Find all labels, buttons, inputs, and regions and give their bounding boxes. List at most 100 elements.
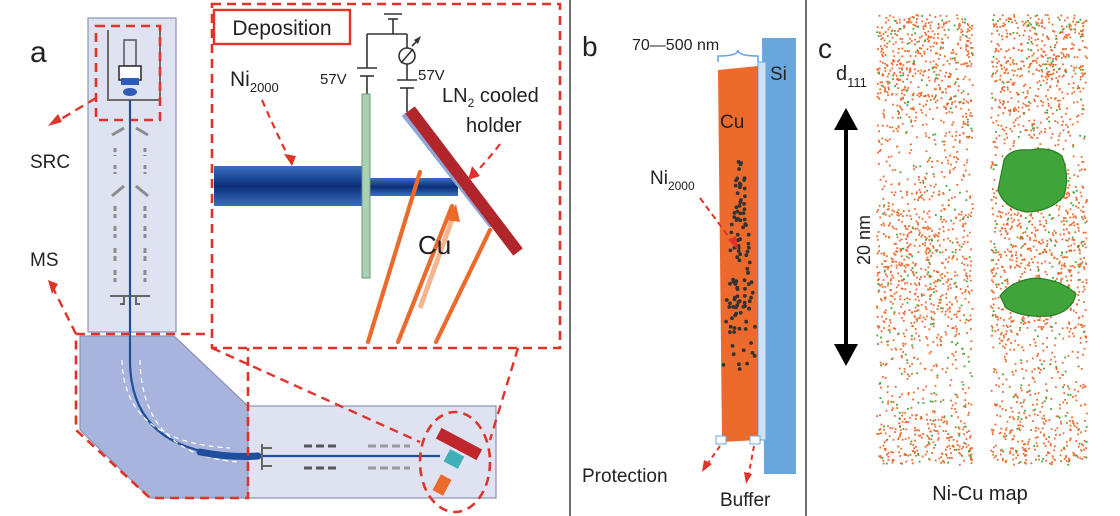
atom-point	[1010, 244, 1013, 246]
atom-point	[1019, 420, 1022, 423]
atom-point	[1070, 223, 1073, 226]
atom-point	[899, 62, 901, 65]
atom-point	[1085, 19, 1088, 22]
atom-point	[1006, 60, 1008, 63]
atom-point	[991, 431, 994, 433]
atom-point	[1063, 448, 1066, 450]
atom-point	[1044, 323, 1047, 326]
atom-point	[992, 23, 995, 26]
atom-point	[969, 114, 971, 117]
atom-point	[1019, 461, 1022, 463]
atom-point	[940, 209, 943, 212]
atom-point	[907, 264, 910, 267]
atom-point	[914, 298, 917, 301]
atom-point	[1025, 96, 1028, 98]
atom-point	[1072, 87, 1075, 89]
atom-point	[918, 95, 921, 98]
atom-point	[932, 37, 935, 39]
atom-point	[1039, 431, 1042, 434]
atom-point	[958, 244, 961, 247]
atom-point	[941, 273, 944, 275]
atom-point	[1079, 324, 1082, 326]
atom-point	[1035, 23, 1038, 26]
atom-point	[969, 65, 972, 68]
atom-point	[1082, 87, 1085, 90]
atom-point	[1018, 222, 1021, 225]
atom-point	[952, 51, 955, 54]
atom-point	[883, 252, 885, 254]
atom-point	[1020, 389, 1023, 392]
atom-point	[1020, 50, 1023, 52]
atom-point	[1073, 174, 1076, 176]
atom-point	[963, 426, 966, 428]
atom-point	[955, 343, 957, 346]
atom-point	[913, 293, 916, 296]
atom-point	[1080, 242, 1083, 245]
atom-point	[963, 459, 965, 462]
atom-point	[910, 40, 913, 42]
atom-point	[1053, 437, 1056, 440]
atom-point	[961, 126, 964, 128]
atom-point	[897, 125, 900, 128]
atom-point	[882, 222, 885, 225]
atom-point	[1054, 360, 1057, 363]
atom-point	[898, 28, 901, 30]
atom-point	[923, 51, 926, 53]
atom-point	[898, 451, 900, 454]
atom-point	[965, 274, 967, 277]
atom-point	[1032, 73, 1035, 76]
atom-point	[1020, 254, 1022, 257]
atom-point	[915, 192, 918, 195]
atom-point	[928, 95, 930, 98]
atom-point	[953, 83, 956, 85]
atom-point	[898, 214, 900, 217]
atom-point	[1077, 323, 1080, 326]
atom-point	[1016, 224, 1019, 227]
atom-point	[1017, 136, 1020, 138]
atom-point	[887, 385, 889, 388]
atom-point	[1054, 322, 1057, 324]
atom-point	[1075, 21, 1078, 24]
atom-point	[1085, 441, 1088, 443]
atom-point	[942, 399, 945, 401]
panel-c-label: c	[818, 33, 832, 64]
atom-point	[876, 334, 879, 337]
atom-point	[903, 269, 906, 272]
atom-point	[947, 159, 949, 162]
atom-point	[1038, 274, 1040, 277]
atom-point	[878, 97, 881, 100]
atom-point	[1066, 212, 1069, 215]
atom-point	[1009, 109, 1012, 111]
atom-point	[996, 30, 999, 32]
atom-point	[1066, 16, 1069, 19]
atom-point	[1065, 239, 1068, 242]
atom-point	[920, 196, 923, 199]
atom-point	[1062, 386, 1064, 389]
atom-point	[939, 251, 941, 254]
atom-point	[882, 198, 885, 200]
atom-point	[1043, 360, 1045, 362]
atom-point	[947, 228, 950, 231]
atom-point	[941, 38, 943, 40]
atom-point	[1069, 265, 1072, 268]
atom-point	[999, 287, 1002, 290]
atom-point	[965, 318, 968, 321]
atom-point	[965, 161, 968, 164]
atom-point	[951, 241, 954, 244]
atom-point	[947, 461, 950, 464]
atom-point	[950, 407, 953, 410]
atom-point	[1032, 409, 1035, 412]
atom-point	[908, 68, 911, 71]
atom-point	[904, 102, 906, 104]
atom-point	[899, 78, 902, 81]
atom-point	[918, 299, 920, 302]
atom-point	[967, 108, 970, 111]
atom-point	[940, 462, 942, 464]
ni-dot	[735, 294, 740, 299]
atom-point	[963, 98, 965, 101]
atom-point	[999, 101, 1002, 104]
atom-point	[1029, 343, 1032, 346]
atom-point	[1029, 214, 1032, 217]
atom-point	[958, 332, 960, 335]
atom-point	[886, 124, 889, 127]
